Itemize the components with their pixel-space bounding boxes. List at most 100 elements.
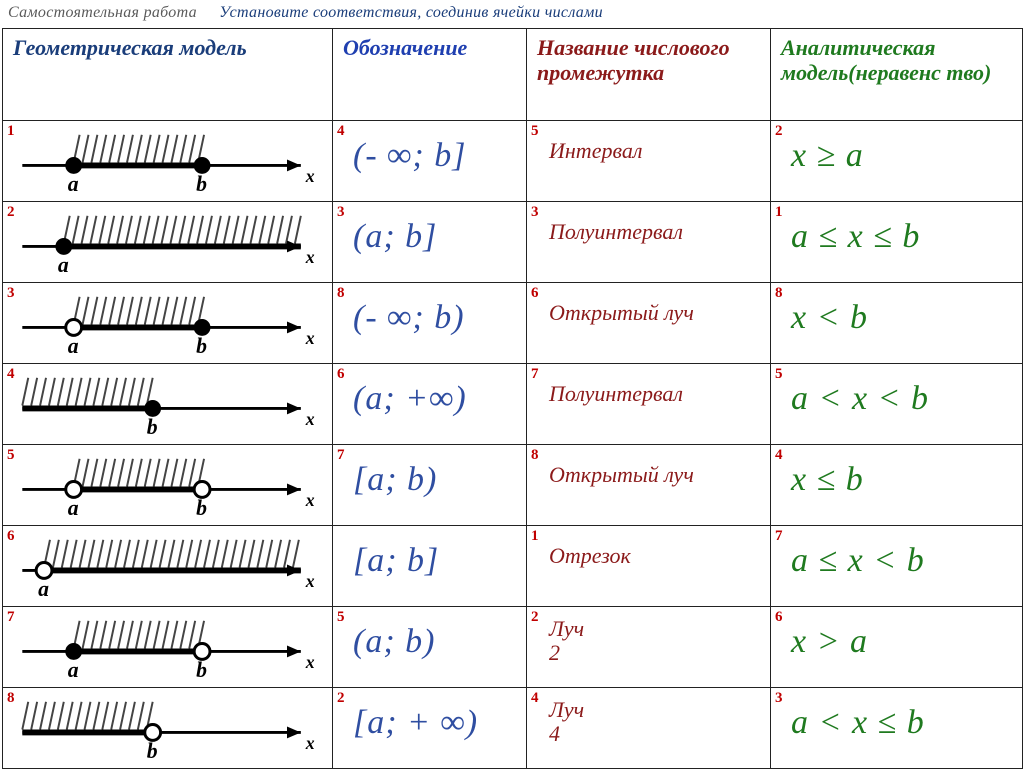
cell-ineq: 5a < x < b [771, 364, 1023, 445]
table-row: 2xa3(a; b]3Полуинтервал1a ≤ x ≤ b [3, 202, 1023, 283]
row-index: 5 [7, 447, 15, 464]
cell-name: 7 Полуинтервал [527, 364, 771, 445]
cell-ineq: 6 x > a [771, 607, 1023, 688]
table-row: 4xb6(a; +∞)7Полуинтервал5a < x < b [3, 364, 1023, 445]
row-index: 4 [775, 447, 783, 464]
cell-geom: 1 x a b [3, 121, 333, 202]
header-row: Геометрическая модель Обозначение Назван… [3, 29, 1023, 121]
cell-ineq: 4x ≤ b [771, 445, 1023, 526]
interval-name-text: Отрезок [549, 544, 631, 568]
row-index: 2 [7, 204, 15, 221]
cell-ineq: 7a ≤ x < b [771, 526, 1023, 607]
cell-geom: 2xa [3, 202, 333, 283]
row-index: 8 [7, 690, 15, 707]
row-index: 1 [775, 204, 783, 221]
svg-text:b: b [147, 415, 158, 439]
svg-text:x: x [305, 733, 315, 753]
title-bar: Самостоятельная работа Установите соотве… [0, 0, 1024, 28]
svg-text:b: b [196, 334, 207, 358]
table-row: 6xa[a; b]1Отрезок7a ≤ x < b [3, 526, 1023, 607]
row-index: 8 [337, 285, 345, 302]
number-line: xa [3, 526, 332, 606]
cell-notation: 6(a; +∞) [333, 364, 527, 445]
row-index: 6 [531, 285, 539, 302]
row-index: 1 [531, 528, 539, 545]
cell-name: 5 Интервал [527, 121, 771, 202]
cell-notation: 5 (a; b) [333, 607, 527, 688]
notation-text: [a; b] [353, 544, 439, 578]
svg-text:b: b [147, 739, 158, 763]
number-line: xab [3, 607, 332, 687]
cell-name: 4Луч4 [527, 688, 771, 769]
header-ineq: Аналитическая модель(неравенс тво) [771, 29, 1023, 121]
cell-ineq: 1 a ≤ x ≤ b [771, 202, 1023, 283]
row-index: 6 [775, 609, 783, 626]
notation-text: (a; b] [353, 220, 437, 254]
number-line: xab [3, 121, 332, 201]
svg-text:x: x [305, 652, 315, 672]
cell-ineq: 2x ≥ a [771, 121, 1023, 202]
cell-ineq: 3a < x ≤ b [771, 688, 1023, 769]
cell-name: 3 Полуинтервал [527, 202, 771, 283]
cell-notation: 3 (a; b] [333, 202, 527, 283]
svg-text:x: x [305, 409, 315, 429]
inequality-text: a ≤ x ≤ b [791, 220, 920, 254]
row-index: 3 [7, 285, 15, 302]
row-index: 3 [531, 204, 539, 221]
number-line: xb [3, 688, 332, 768]
row-index: 5 [337, 609, 345, 626]
number-line: xab [3, 283, 332, 363]
cell-geom: 3xab [3, 283, 333, 364]
table-row: 8xb2[a; + ∞)4Луч43a < x ≤ b [3, 688, 1023, 769]
table-row: 3xab8(- ∞; b)6Открытый луч8x < b [3, 283, 1023, 364]
interval-name-sub: 4 [549, 721, 560, 746]
cell-geom: 7 x a b [3, 607, 333, 688]
svg-text:a: a [68, 496, 79, 520]
cell-notation: 7[a; b) [333, 445, 527, 526]
notation-text: (a; b) [353, 625, 435, 659]
svg-text:b: b [196, 172, 207, 196]
number-line: xa [3, 202, 332, 282]
notation-text: (- ∞; b) [353, 301, 465, 335]
cell-name: 8 Открытый луч [527, 445, 771, 526]
row-index: 2 [531, 609, 539, 626]
svg-text:b: b [196, 658, 207, 682]
svg-text:a: a [68, 172, 79, 196]
row-index: 7 [775, 528, 783, 545]
row-index: 7 [7, 609, 15, 626]
inequality-text: x > a [791, 625, 868, 659]
cell-geom: 8xb [3, 688, 333, 769]
row-index: 7 [337, 447, 345, 464]
row-index: 5 [531, 123, 539, 140]
cell-notation: 2[a; + ∞) [333, 688, 527, 769]
cell-name: 6Открытый луч [527, 283, 771, 364]
row-index: 1 [7, 123, 15, 140]
svg-text:x: x [305, 166, 315, 186]
svg-text:a: a [38, 577, 49, 601]
cell-notation: [a; b] [333, 526, 527, 607]
row-index: 8 [531, 447, 539, 464]
number-line: xb [3, 364, 332, 444]
title-left: Самостоятельная работа [8, 4, 197, 22]
row-index: 3 [337, 204, 345, 221]
svg-text:b: b [196, 496, 207, 520]
inequality-text: a < x < b [791, 382, 929, 416]
svg-text:a: a [68, 334, 79, 358]
row-index: 4 [531, 690, 539, 707]
title-right: Установите соответствия, соединив ячейки… [219, 4, 603, 22]
interval-name-text: Полуинтервал [549, 220, 683, 244]
cell-notation: 8 (- ∞; b) [333, 283, 527, 364]
interval-name-text: Полуинтервал [549, 382, 683, 406]
row-index: 6 [337, 366, 345, 383]
inequality-text: a < x ≤ b [791, 706, 925, 740]
inequality-text: x < b [791, 301, 868, 335]
header-name: Название числового промежутка [527, 29, 771, 121]
inequality-text: x ≥ a [791, 139, 864, 173]
svg-text:x: x [305, 490, 315, 510]
interval-name-text: Открытый луч [549, 463, 694, 487]
cell-geom: 5 x a b [3, 445, 333, 526]
interval-name-text: Интервал [549, 139, 642, 163]
row-index: 4 [337, 123, 345, 140]
svg-text:a: a [68, 658, 79, 682]
row-index: 7 [531, 366, 539, 383]
